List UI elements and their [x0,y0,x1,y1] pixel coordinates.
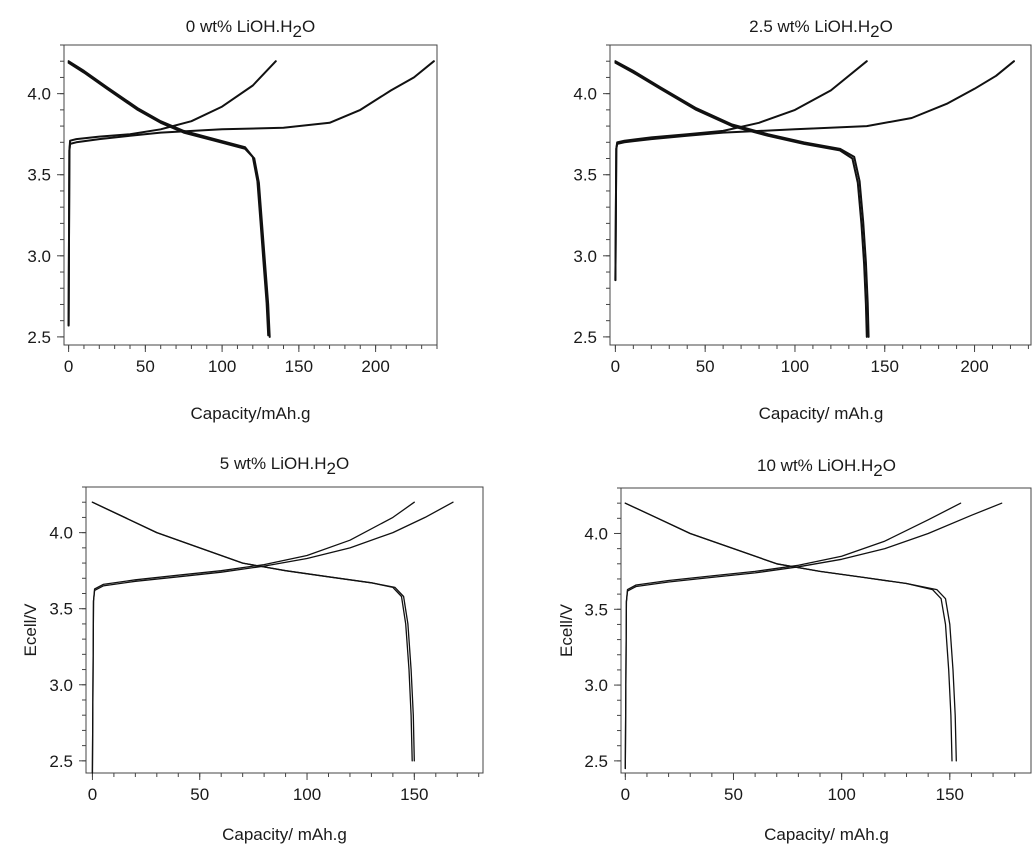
x-axis-label: Capacity/ mAh.g [222,825,347,844]
plot-frame [609,44,1032,346]
x-tick-label: 50 [724,785,743,804]
y-tick-label: 3.0 [573,247,597,266]
series-line-charge [614,60,1015,282]
x-tick-label: 100 [827,785,855,804]
chart-title: 10 wt% LiOH.H2O [757,456,896,480]
chart-panel-0: 0 wt% LiOH.H2O 0 50 100 150 200 2.5 3.0 3.5 4.0 Ca… [27,17,438,423]
y-tick-label: 4.0 [573,85,597,104]
chart-title-subscript: 2 [873,461,882,480]
y-axis-label: Ecell/V [557,603,576,657]
y-tick-label: 3.0 [27,247,51,266]
chart-panel-3: 10 wt% LiOH.H2O 0 50 100 150 2.5 3.0 3.5 4.0 Capa… [557,456,1032,844]
y-tick-label: 4.0 [27,85,51,104]
series-line-charge [91,501,454,774]
x-tick-label: 50 [696,357,715,376]
y-tick-label: 4.0 [49,524,73,543]
y-tick-label: 2.5 [584,752,608,771]
x-tick-label: 150 [936,785,964,804]
series-line-charge [67,60,435,327]
x-tick-label: 0 [611,357,620,376]
chart-title-text: 2.5 wt% LiOH.H [749,17,870,36]
x-tick-label: 0 [621,785,630,804]
x-tick-label: 50 [136,357,155,376]
y-tick-label: 2.5 [27,328,51,347]
chart-title: 5 wt% LiOH.H2O [220,454,349,478]
series-line-charge [624,502,1003,770]
x-tick-label: 100 [293,785,321,804]
series-line-discharge [67,61,271,338]
x-axis-label: Capacity/mAh.g [191,404,311,423]
plot-frame [85,486,484,774]
plot-frame [63,44,438,346]
series-line-charge [614,60,868,282]
x-tick-label: 150 [400,785,428,804]
chart-panel-1: 2.5 wt% LiOH.H2O 0 50 100 150 200 2.5 3.0 3.5 4.0… [573,17,1032,423]
series-line-discharge [67,60,270,337]
y-tick-label: 3.5 [27,166,51,185]
chart-panel-2: 5 wt% LiOH.H2O 0 50 100 150 2.5 3.0 3.5 4.0 Capac… [21,454,484,844]
chart-title-subscript: 2 [293,22,302,41]
x-tick-label: 100 [208,357,236,376]
x-tick-label: 50 [190,785,209,804]
y-tick-label: 3.0 [49,676,73,695]
chart-title-text: 5 wt% LiOH.H [220,454,327,473]
x-tick-label: 0 [88,785,97,804]
series-line-charge [67,60,277,327]
chart-title-text: 0 wt% LiOH.H [186,17,293,36]
chart-title-text: O [336,454,349,473]
chart-title-text: O [880,17,893,36]
plot-frame [620,487,1032,774]
y-tick-label: 3.5 [573,166,597,185]
x-tick-label: 150 [285,357,313,376]
chart-title-text: O [302,17,315,36]
y-tick-label: 2.5 [49,752,73,771]
series-line-charge [624,502,962,770]
x-tick-label: 200 [361,357,389,376]
series-line-discharge [614,61,868,338]
y-axis-label: Ecell/V [21,603,40,657]
chart-title-text: O [883,456,896,475]
chart-title-subscript: 2 [870,22,879,41]
chart-title: 2.5 wt% LiOH.H2O [749,17,893,41]
x-tick-label: 150 [871,357,899,376]
y-tick-label: 3.5 [584,600,608,619]
x-tick-label: 0 [64,357,73,376]
chart-title-subscript: 2 [327,459,336,478]
series-line-discharge [91,501,415,762]
x-tick-label: 100 [781,357,809,376]
series-line-discharge [91,501,413,762]
y-tick-label: 3.0 [584,676,608,695]
y-tick-label: 2.5 [573,328,597,347]
x-tick-label: 200 [960,357,988,376]
series-line-discharge [614,60,870,338]
y-tick-label: 3.5 [49,600,73,619]
y-tick-label: 4.0 [584,524,608,543]
x-axis-label: Capacity/ mAh.g [764,825,889,844]
x-axis-label: Capacity/ mAh.g [759,404,884,423]
series-line-discharge [624,502,957,762]
chart-title: 0 wt% LiOH.H2O [186,17,315,41]
chart-title-text: 10 wt% LiOH.H [757,456,873,475]
